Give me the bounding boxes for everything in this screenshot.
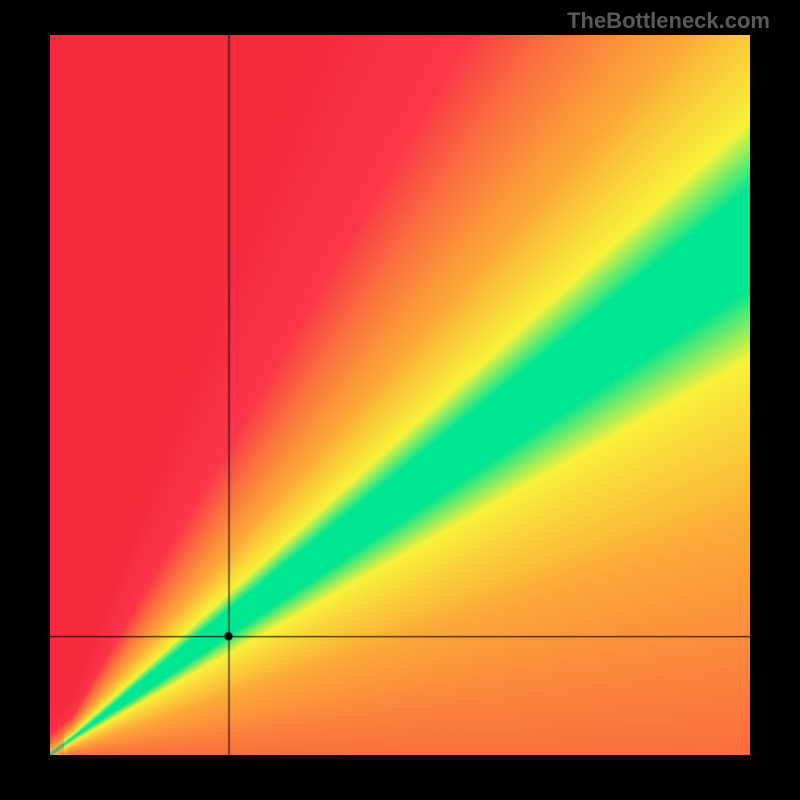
heatmap-chart: [50, 35, 750, 755]
heatmap-canvas: [50, 35, 750, 755]
watermark-text: TheBottleneck.com: [567, 8, 770, 34]
